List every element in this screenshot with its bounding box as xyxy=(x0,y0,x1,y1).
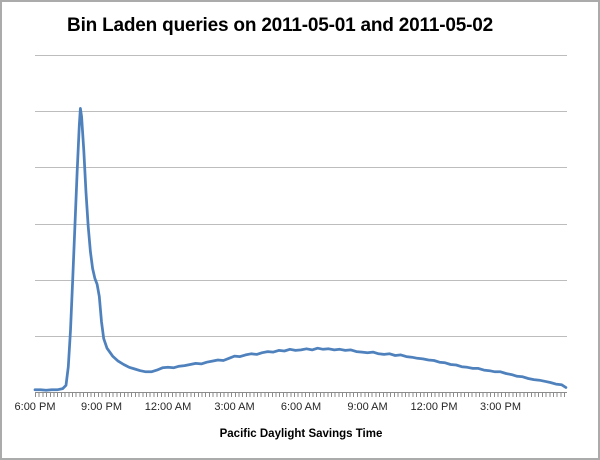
x-tick-label: 9:00 AM xyxy=(347,401,388,413)
x-axis-title: Pacific Daylight Savings Time xyxy=(219,428,383,440)
gridline xyxy=(35,167,567,169)
gridline xyxy=(35,111,567,113)
x-tick-label: 6:00 PM xyxy=(14,401,56,413)
x-tick-label: 12:00 PM xyxy=(410,401,458,413)
x-tick-label: 3:00 AM xyxy=(214,401,255,413)
gridline xyxy=(35,55,567,56)
x-tick-label: 6:00 AM xyxy=(280,401,322,413)
gridline xyxy=(35,279,567,281)
line-chart-svg xyxy=(33,107,568,392)
queries-line-series xyxy=(33,107,568,392)
x-axis-tick-comb xyxy=(35,392,567,397)
x-axis-labels: 6:00 PM 9:00 PM 12:00 AM 3:00 AM 6:00 AM 9:00… xyxy=(2,401,598,417)
gridline xyxy=(35,223,567,225)
x-tick-label: 12:00 AM xyxy=(144,401,192,413)
gridline xyxy=(35,335,567,337)
plot-area xyxy=(33,55,568,397)
x-tick-label: 9:00 PM xyxy=(81,401,122,413)
x-tick-label: 3:00 PM xyxy=(480,401,521,413)
chart-title: Bin Laden queries on 2011-05-01 and 2011… xyxy=(67,15,493,36)
